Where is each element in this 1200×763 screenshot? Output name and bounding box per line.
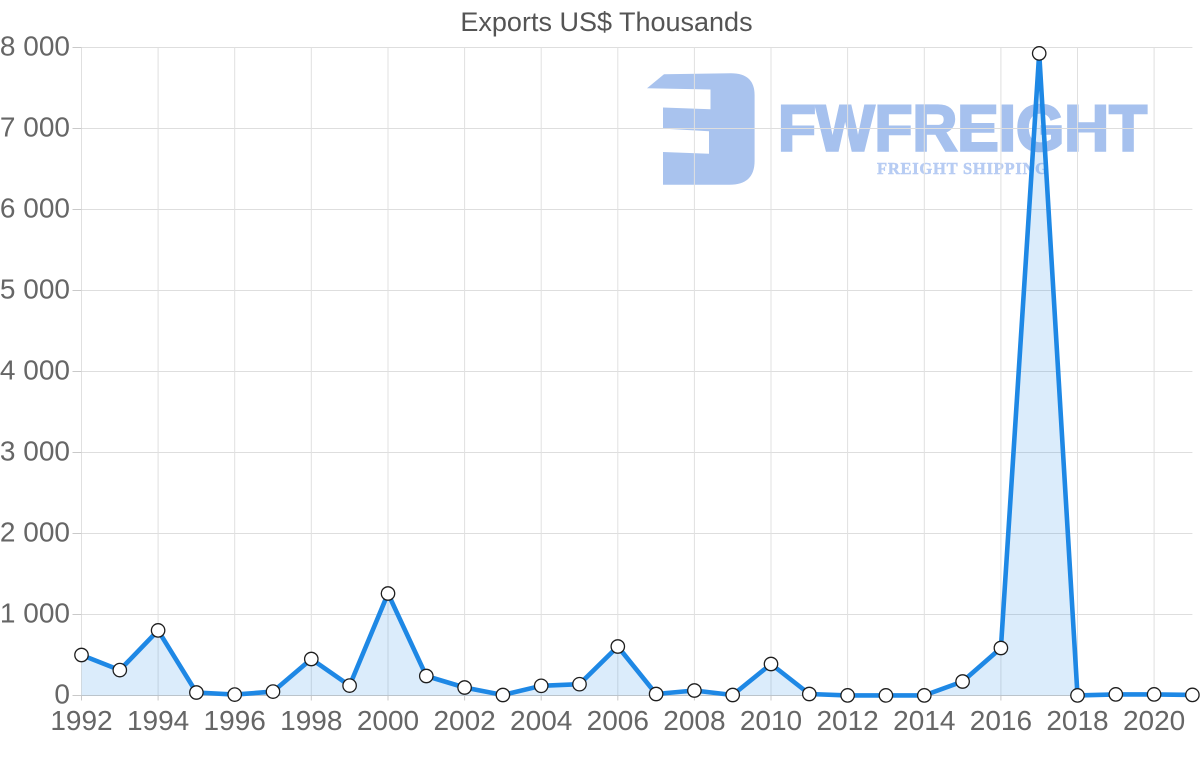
svg-text:2018: 2018 bbox=[1046, 705, 1108, 736]
svg-text:2 000: 2 000 bbox=[0, 516, 70, 547]
svg-text:0: 0 bbox=[54, 678, 70, 709]
svg-text:8 000: 8 000 bbox=[0, 30, 70, 61]
svg-text:1996: 1996 bbox=[204, 705, 266, 736]
svg-text:3 000: 3 000 bbox=[0, 435, 70, 466]
svg-text:FREIGHT SHIPPING: FREIGHT SHIPPING bbox=[877, 159, 1048, 178]
svg-text:1994: 1994 bbox=[127, 705, 189, 736]
svg-text:2020: 2020 bbox=[1123, 705, 1185, 736]
svg-text:2008: 2008 bbox=[663, 705, 725, 736]
svg-text:2006: 2006 bbox=[587, 705, 649, 736]
svg-text:2010: 2010 bbox=[740, 705, 802, 736]
svg-text:2014: 2014 bbox=[893, 705, 955, 736]
svg-text:1 000: 1 000 bbox=[0, 597, 70, 628]
svg-text:5 000: 5 000 bbox=[0, 273, 70, 304]
svg-text:2012: 2012 bbox=[816, 705, 878, 736]
svg-text:6 000: 6 000 bbox=[0, 192, 70, 223]
svg-text:2016: 2016 bbox=[970, 705, 1032, 736]
svg-text:1998: 1998 bbox=[280, 705, 342, 736]
svg-text:2002: 2002 bbox=[433, 705, 495, 736]
svg-text:2004: 2004 bbox=[510, 705, 572, 736]
svg-text:7 000: 7 000 bbox=[0, 111, 70, 142]
svg-text:1992: 1992 bbox=[50, 705, 112, 736]
svg-text:2000: 2000 bbox=[357, 705, 419, 736]
svg-text:Exports US$ Thousands: Exports US$ Thousands bbox=[460, 7, 752, 37]
svg-text:4 000: 4 000 bbox=[0, 354, 70, 385]
